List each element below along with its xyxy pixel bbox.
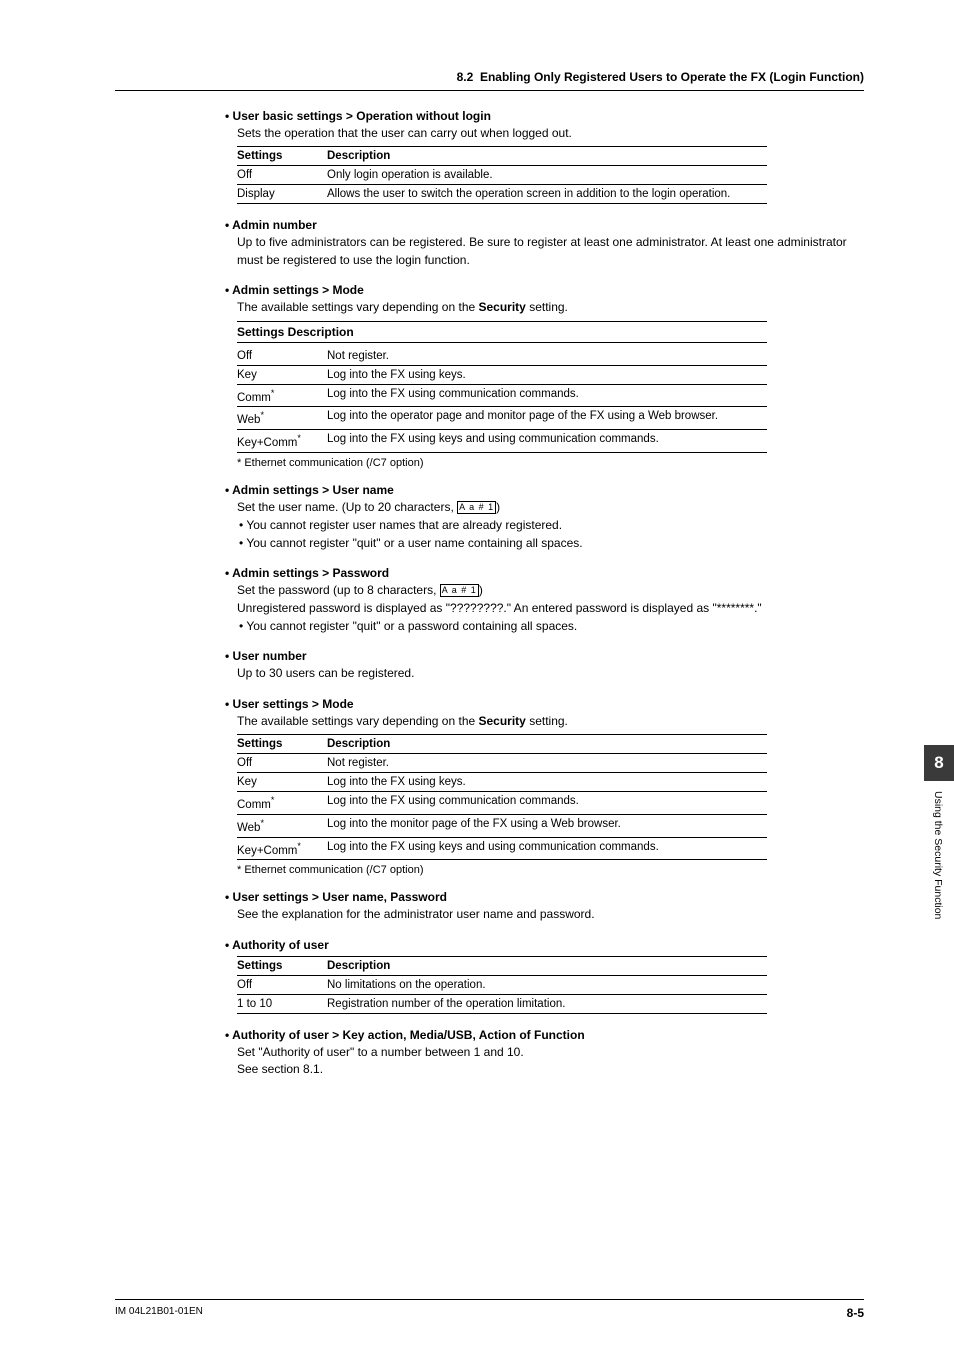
table-cell: Not register. [327, 754, 767, 773]
table-footnote: * Ethernet communication (/C7 option) [237, 457, 864, 469]
table-header-cell: Settings [237, 735, 327, 754]
section-heading: Authority of user > Key action, Media/US… [225, 1028, 864, 1042]
table-cell: Log into the FX using keys. [327, 365, 767, 384]
table-row: KeyLog into the FX using keys. [237, 773, 767, 792]
section-heading: User settings > User name, Password [225, 890, 864, 904]
section-intro: Set the password (up to 8 characters, A … [237, 582, 864, 617]
chapter-label: Using the Security Function [924, 781, 952, 961]
table-cell: Not register. [327, 347, 767, 366]
table-cell: Comm* [237, 792, 327, 815]
table-cell: Display [237, 185, 327, 204]
section-heading: User settings > Mode [225, 697, 864, 711]
section-intro: Sets the operation that the user can car… [237, 125, 864, 142]
table-cell: Only login operation is available. [327, 166, 767, 185]
table-row: Comm*Log into the FX using communication… [237, 792, 767, 815]
table-footnote: * Ethernet communication (/C7 option) [237, 864, 864, 876]
section-heading: Admin settings > Mode [225, 283, 864, 297]
table-row: Key+Comm*Log into the FX using keys and … [237, 430, 767, 453]
table-row: DisplayAllows the user to switch the ope… [237, 185, 767, 204]
chapter-number: 8 [924, 745, 954, 781]
section-intro: See the explanation for the administrato… [237, 906, 864, 923]
table-cell: No limitations on the operation. [327, 975, 767, 994]
table-cell: Off [237, 347, 327, 366]
table-cell: Off [237, 754, 327, 773]
settings-table: SettingsDescriptionOffOnly login operati… [237, 146, 767, 204]
settings-table: SettingsDescriptionOffNo limitations on … [237, 956, 767, 1014]
section-intro: Set the user name. (Up to 20 characters,… [237, 499, 864, 516]
table-row: OffNo limitations on the operation. [237, 975, 767, 994]
table-cell: Log into the operator page and monitor p… [327, 407, 767, 430]
section-intro: Up to five administrators can be registe… [237, 234, 864, 269]
table-cell: Log into the FX using keys and using com… [327, 837, 767, 860]
section-intro: The available settings vary depending on… [237, 299, 864, 316]
table-cell: Registration number of the operation lim… [327, 994, 767, 1013]
table-cell: Web* [237, 407, 327, 430]
section-intro: The available settings vary depending on… [237, 713, 864, 730]
table-cell: Web* [237, 814, 327, 837]
table-row: KeyLog into the FX using keys. [237, 365, 767, 384]
table-cell: Allows the user to switch the operation … [327, 185, 767, 204]
page-footer: IM 04L21B01-01EN 8-5 [115, 1299, 864, 1320]
table-cell: Log into the FX using keys and using com… [327, 430, 767, 453]
table-cell: Log into the FX using keys. [327, 773, 767, 792]
table-cell: 1 to 10 [237, 994, 327, 1013]
table-header-cell: Description [327, 956, 767, 975]
table-cell: Key [237, 773, 327, 792]
section-heading: User number [225, 649, 864, 663]
section-heading: Admin number [225, 218, 864, 232]
side-tab: 8 Using the Security Function [924, 745, 954, 961]
table-header-cell: Description [327, 735, 767, 754]
sub-bullet: You cannot register "quit" or a password… [239, 617, 864, 635]
table-row: OffNot register. [237, 347, 767, 366]
header-rule [115, 90, 864, 91]
footer-right: 8-5 [847, 1306, 864, 1320]
table-row: Comm*Log into the FX using communication… [237, 384, 767, 407]
page-header: 8.2 Enabling Only Registered Users to Op… [115, 70, 864, 84]
table-row: 1 to 10Registration number of the operat… [237, 994, 767, 1013]
settings-table: OffNot register.KeyLog into the FX using… [237, 347, 767, 453]
table-cell: Log into the monitor page of the FX usin… [327, 814, 767, 837]
table-cell: Key+Comm* [237, 430, 327, 453]
table-header-cell: Settings [237, 147, 327, 166]
section-heading: Authority of user [225, 938, 864, 952]
sub-bullet: You cannot register user names that are … [239, 516, 864, 534]
table-cell: Off [237, 166, 327, 185]
table-row: OffNot register. [237, 754, 767, 773]
section-heading: Admin settings > User name [225, 483, 864, 497]
table-row: Web*Log into the operator page and monit… [237, 407, 767, 430]
table-cell: Log into the FX using communication comm… [327, 384, 767, 407]
section-heading: Admin settings > Password [225, 566, 864, 580]
table-cell: Log into the FX using communication comm… [327, 792, 767, 815]
sub-bullet: You cannot register "quit" or a user nam… [239, 534, 864, 552]
settings-table: SettingsDescriptionOffNot register.KeyLo… [237, 734, 767, 860]
table-header-combined: Settings Description [237, 321, 767, 343]
section-intro: Up to 30 users can be registered. [237, 665, 864, 682]
section-intro: Set "Authority of user" to a number betw… [237, 1044, 864, 1079]
table-cell: Comm* [237, 384, 327, 407]
footer-left: IM 04L21B01-01EN [115, 1306, 203, 1320]
table-row: OffOnly login operation is available. [237, 166, 767, 185]
table-cell: Key [237, 365, 327, 384]
table-row: Key+Comm*Log into the FX using keys and … [237, 837, 767, 860]
section-heading: User basic settings > Operation without … [225, 109, 864, 123]
table-cell: Off [237, 975, 327, 994]
content-area: User basic settings > Operation without … [225, 109, 864, 1079]
table-header-cell: Description [327, 147, 767, 166]
table-header-cell: Settings [237, 956, 327, 975]
table-row: Web*Log into the monitor page of the FX … [237, 814, 767, 837]
table-cell: Key+Comm* [237, 837, 327, 860]
